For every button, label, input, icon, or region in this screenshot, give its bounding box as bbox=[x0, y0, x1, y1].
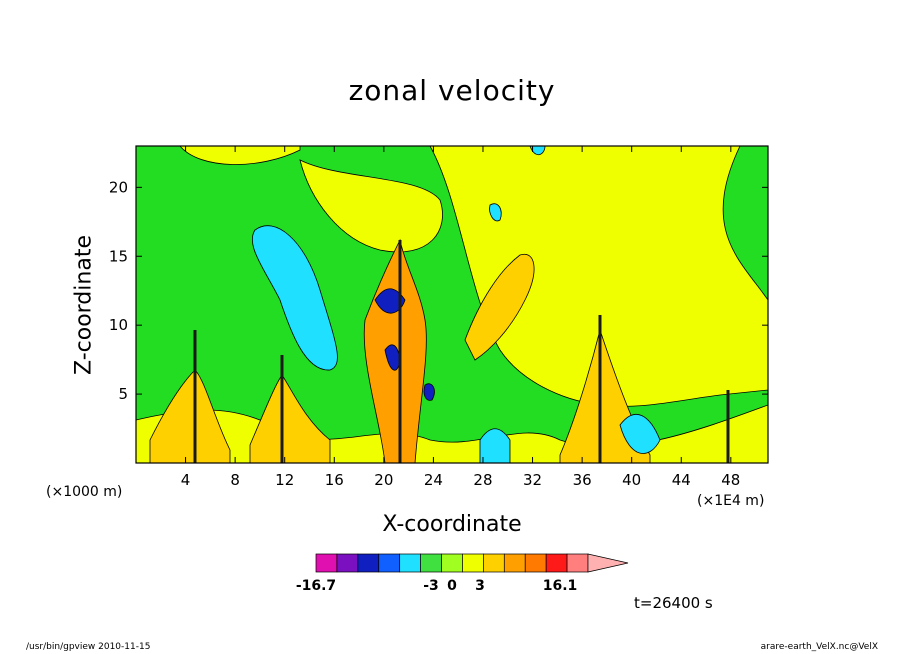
footer-command-date: /usr/bin/gpview 2010-11-15 bbox=[26, 642, 151, 652]
y-tick-label: 5 bbox=[118, 385, 128, 403]
colorbar-segment bbox=[441, 553, 463, 573]
x-unit-left-label: (×1000 m) bbox=[46, 484, 123, 500]
x-tick-label: 16 bbox=[325, 471, 344, 489]
x-unit-right-label: (×1E4 m) bbox=[697, 493, 765, 509]
colorbar-segment bbox=[399, 553, 421, 573]
y-tick-label: 15 bbox=[109, 247, 128, 265]
colorbar-segment bbox=[566, 553, 589, 573]
colorbar-segment bbox=[462, 553, 484, 573]
x-tick-label: 4 bbox=[181, 471, 191, 489]
x-tick-label: 24 bbox=[424, 471, 443, 489]
x-axis-label: X-coordinate bbox=[382, 512, 522, 537]
colorbar-segment bbox=[483, 553, 505, 573]
x-tick-label: 28 bbox=[473, 471, 492, 489]
x-tick-label: 8 bbox=[230, 471, 240, 489]
colorbar-tick-label: 0 bbox=[447, 578, 457, 594]
x-tick-label: 20 bbox=[374, 471, 393, 489]
colorbar-segment bbox=[357, 553, 380, 573]
contour-field bbox=[136, 146, 768, 463]
colorbar-segment bbox=[336, 553, 359, 573]
x-tick-label: 48 bbox=[721, 471, 740, 489]
colorbar-tick-label: -3 bbox=[423, 578, 439, 594]
colorbar-extend-arrow bbox=[587, 553, 629, 573]
y-axis-label: Z-coordinate bbox=[71, 235, 97, 375]
colorbar-tick-label: 16.1 bbox=[543, 578, 578, 594]
x-axis-ticks: 4 8 12 16 20 24 28 32 36 40 44 48 bbox=[181, 146, 740, 489]
colorbar-tick-label: -16.7 bbox=[296, 578, 336, 594]
colorbar-tick-label: 3 bbox=[475, 578, 485, 594]
x-tick-label: 40 bbox=[622, 471, 641, 489]
footer-file-variable: arare-earth_VelX.nc@VelX bbox=[760, 642, 878, 652]
colorbar-segment bbox=[545, 553, 568, 573]
colorbar-segment bbox=[420, 553, 442, 573]
time-label: t=26400 s bbox=[634, 594, 713, 612]
y-tick-label: 20 bbox=[109, 178, 128, 196]
colorbar-segment bbox=[503, 553, 526, 573]
x-tick-label: 44 bbox=[672, 471, 691, 489]
plot-frame bbox=[135, 145, 769, 464]
colorbar-segment bbox=[524, 553, 547, 573]
x-tick-label: 36 bbox=[573, 471, 592, 489]
colorbar-segment bbox=[378, 553, 401, 573]
x-tick-label: 12 bbox=[275, 471, 294, 489]
y-tick-label: 10 bbox=[109, 316, 128, 334]
chart-title: zonal velocity bbox=[348, 74, 556, 107]
colorbar-segment bbox=[315, 553, 338, 573]
colorbar: -16.7 -3 0 3 16.1 bbox=[296, 553, 629, 594]
y-axis-ticks: 5 10 15 20 bbox=[109, 178, 768, 403]
x-tick-label: 32 bbox=[523, 471, 542, 489]
